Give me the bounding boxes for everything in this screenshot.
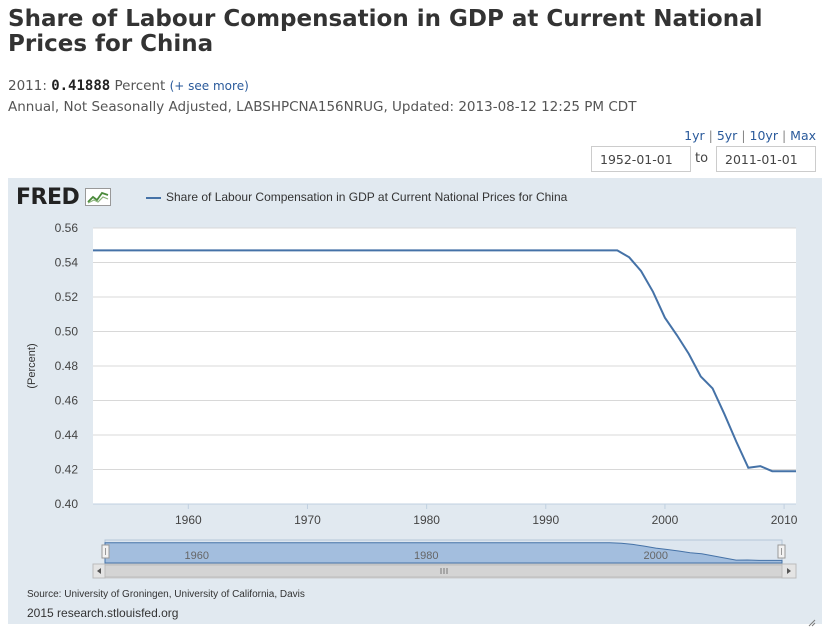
scrollbar-left-button[interactable] — [92, 563, 106, 579]
range-selector: 1yr | 5yr | 10yr | Max — [684, 128, 816, 143]
date-to-label: to — [695, 151, 709, 166]
range-10yr-link[interactable]: 10yr — [749, 128, 778, 143]
range-separator: | — [741, 128, 746, 143]
series-metadata: Annual, Not Seasonally Adjusted, LABSHPC… — [8, 99, 637, 115]
legend-label[interactable]: Share of Labour Compensation in GDP at C… — [166, 190, 568, 204]
latest-value: 0.41888 — [51, 78, 111, 94]
source-note: Source: University of Groningen, Univers… — [27, 589, 305, 600]
navigator-right-handle[interactable] — [777, 544, 786, 559]
fred-logo-text: FRED — [16, 185, 80, 210]
latest-unit: Percent — [114, 78, 166, 94]
range-5yr-link[interactable]: 5yr — [716, 128, 738, 143]
range-max-link[interactable]: Max — [790, 128, 816, 143]
latest-observation: 2011: 0.41888 Percent (+ see more) — [8, 78, 249, 94]
range-separator: | — [781, 128, 787, 143]
range-separator: | — [708, 128, 713, 143]
fred-logo-chart-icon — [85, 188, 112, 206]
range-1yr-link[interactable]: 1yr — [684, 128, 705, 143]
copyright-link[interactable]: 2015 research.stlouisfed.org — [27, 606, 179, 620]
navigator-left-handle[interactable] — [101, 544, 110, 559]
scrollbar-right-button[interactable] — [781, 563, 797, 579]
page-title: Share of Labour Compensation in GDP at C… — [8, 6, 763, 57]
fred-logo: FRED — [16, 185, 112, 210]
chart-panel — [8, 178, 822, 624]
see-more-link[interactable]: (+ see more) — [169, 79, 249, 93]
start-date-input[interactable] — [591, 146, 691, 172]
end-date-input[interactable] — [716, 146, 816, 172]
legend-swatch — [146, 197, 161, 199]
latest-year: 2011: — [8, 78, 47, 94]
scrollbar-thumb[interactable] — [104, 564, 783, 578]
